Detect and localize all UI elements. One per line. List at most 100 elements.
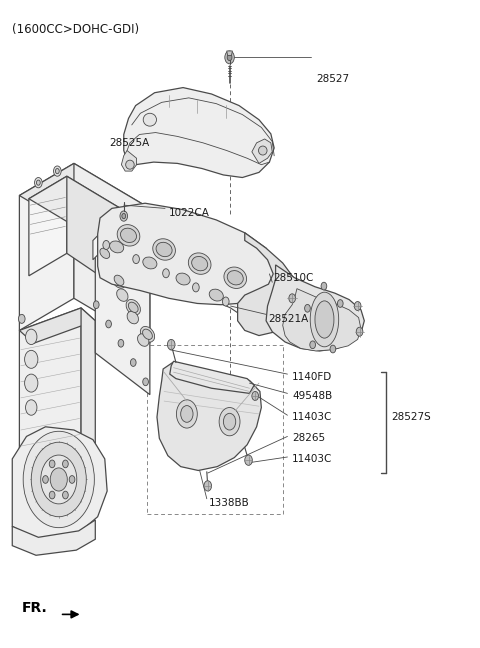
Ellipse shape bbox=[117, 289, 128, 301]
Circle shape bbox=[225, 51, 234, 64]
Circle shape bbox=[24, 351, 38, 368]
Circle shape bbox=[131, 359, 136, 366]
Circle shape bbox=[163, 269, 169, 278]
Ellipse shape bbox=[209, 289, 223, 301]
Polygon shape bbox=[283, 288, 361, 351]
Circle shape bbox=[24, 374, 38, 392]
Ellipse shape bbox=[153, 238, 175, 260]
Ellipse shape bbox=[97, 246, 112, 261]
Circle shape bbox=[49, 491, 55, 499]
Polygon shape bbox=[19, 163, 74, 330]
Ellipse shape bbox=[107, 238, 127, 256]
Polygon shape bbox=[29, 176, 133, 238]
Ellipse shape bbox=[117, 225, 140, 246]
Ellipse shape bbox=[126, 160, 134, 169]
Text: 49548B: 49548B bbox=[292, 391, 333, 401]
Ellipse shape bbox=[100, 248, 109, 259]
Ellipse shape bbox=[176, 273, 190, 285]
Ellipse shape bbox=[114, 275, 124, 286]
Circle shape bbox=[337, 299, 343, 307]
Ellipse shape bbox=[224, 267, 247, 288]
Circle shape bbox=[204, 481, 212, 491]
Circle shape bbox=[25, 329, 37, 345]
Ellipse shape bbox=[310, 292, 339, 347]
Text: FR.: FR. bbox=[22, 601, 48, 615]
Ellipse shape bbox=[206, 286, 226, 305]
Polygon shape bbox=[19, 308, 96, 343]
Circle shape bbox=[56, 168, 59, 174]
Circle shape bbox=[222, 297, 229, 306]
Circle shape bbox=[177, 400, 197, 428]
Circle shape bbox=[35, 178, 42, 188]
Circle shape bbox=[356, 327, 363, 336]
Circle shape bbox=[133, 255, 139, 264]
Ellipse shape bbox=[192, 257, 208, 271]
Polygon shape bbox=[74, 163, 150, 343]
Polygon shape bbox=[93, 231, 240, 314]
Text: 1140FD: 1140FD bbox=[292, 372, 333, 382]
Circle shape bbox=[305, 305, 310, 312]
Polygon shape bbox=[157, 362, 261, 470]
Text: 28527: 28527 bbox=[316, 74, 349, 84]
Circle shape bbox=[180, 406, 193, 422]
Circle shape bbox=[54, 166, 61, 176]
Ellipse shape bbox=[128, 302, 138, 312]
Circle shape bbox=[143, 378, 148, 386]
Circle shape bbox=[103, 240, 109, 249]
Ellipse shape bbox=[173, 270, 193, 288]
Circle shape bbox=[330, 345, 336, 353]
Circle shape bbox=[62, 491, 68, 499]
Ellipse shape bbox=[140, 327, 155, 342]
Circle shape bbox=[43, 476, 48, 483]
Circle shape bbox=[36, 180, 40, 185]
Circle shape bbox=[69, 476, 75, 483]
Ellipse shape bbox=[188, 253, 211, 274]
Polygon shape bbox=[252, 139, 272, 163]
Circle shape bbox=[168, 340, 175, 350]
Circle shape bbox=[23, 432, 95, 527]
Text: 28510C: 28510C bbox=[273, 273, 313, 283]
Circle shape bbox=[94, 301, 99, 308]
Polygon shape bbox=[97, 203, 276, 305]
Circle shape bbox=[18, 314, 25, 323]
Ellipse shape bbox=[156, 242, 172, 257]
Ellipse shape bbox=[143, 257, 157, 269]
Ellipse shape bbox=[112, 272, 126, 288]
Ellipse shape bbox=[106, 266, 118, 279]
Polygon shape bbox=[19, 308, 81, 478]
Circle shape bbox=[354, 301, 361, 310]
Circle shape bbox=[50, 468, 67, 491]
Ellipse shape bbox=[259, 146, 267, 155]
Circle shape bbox=[227, 54, 232, 61]
Circle shape bbox=[223, 413, 236, 430]
Ellipse shape bbox=[140, 254, 160, 272]
Polygon shape bbox=[121, 150, 137, 171]
Polygon shape bbox=[19, 456, 81, 513]
Polygon shape bbox=[124, 87, 274, 178]
Text: 28527S: 28527S bbox=[391, 412, 431, 422]
Text: 1022CA: 1022CA bbox=[169, 209, 210, 218]
Circle shape bbox=[41, 455, 77, 504]
Ellipse shape bbox=[109, 241, 124, 253]
Ellipse shape bbox=[126, 299, 141, 315]
Text: 28521A: 28521A bbox=[268, 314, 309, 324]
Circle shape bbox=[310, 341, 315, 349]
Polygon shape bbox=[12, 520, 96, 555]
Text: 11403C: 11403C bbox=[292, 412, 333, 422]
Circle shape bbox=[49, 460, 55, 468]
Circle shape bbox=[62, 460, 68, 468]
Circle shape bbox=[252, 391, 259, 400]
Circle shape bbox=[289, 294, 296, 303]
Polygon shape bbox=[19, 163, 150, 240]
Ellipse shape bbox=[315, 301, 334, 338]
Circle shape bbox=[219, 408, 240, 436]
Polygon shape bbox=[238, 233, 300, 336]
Polygon shape bbox=[29, 176, 67, 276]
Text: 28525A: 28525A bbox=[109, 138, 150, 148]
Ellipse shape bbox=[127, 311, 138, 324]
Text: 1338BB: 1338BB bbox=[209, 498, 250, 507]
Polygon shape bbox=[81, 308, 96, 469]
Circle shape bbox=[118, 340, 124, 347]
Ellipse shape bbox=[143, 329, 152, 340]
Ellipse shape bbox=[227, 271, 243, 285]
